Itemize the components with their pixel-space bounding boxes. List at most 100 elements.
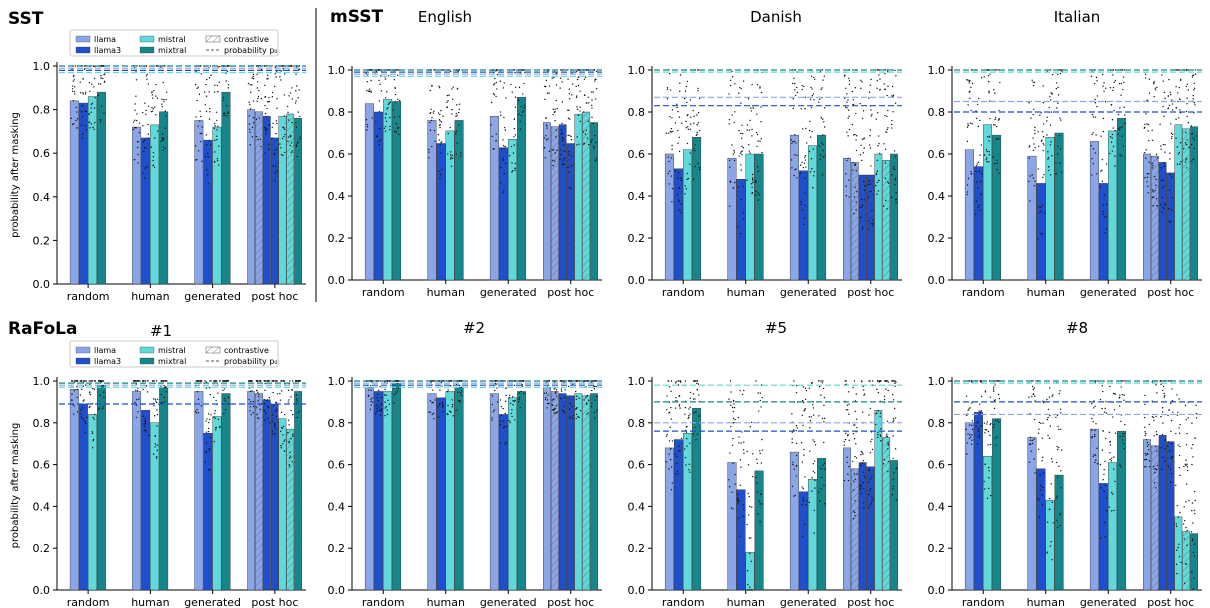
sample-point xyxy=(512,404,514,406)
sample-point xyxy=(1094,380,1097,382)
sample-point xyxy=(992,388,995,390)
sample-point xyxy=(73,389,76,392)
sample-point xyxy=(1191,422,1193,424)
sample-point xyxy=(1028,146,1030,148)
sample-point xyxy=(886,435,889,438)
sample-point xyxy=(493,82,496,85)
sample-point xyxy=(987,75,990,77)
sample-point xyxy=(1111,137,1113,139)
sample-point xyxy=(685,426,687,428)
sample-point xyxy=(256,417,259,419)
sample-point xyxy=(366,129,368,131)
sample-point xyxy=(1042,85,1044,87)
sample-point xyxy=(584,76,587,78)
sample-point xyxy=(450,411,452,413)
sample-point xyxy=(208,77,211,79)
sample-point xyxy=(878,74,880,76)
sample-point xyxy=(1051,559,1053,561)
sample-point xyxy=(822,156,824,158)
sample-point xyxy=(148,137,150,140)
sample-point xyxy=(595,395,597,398)
sample-point xyxy=(822,118,824,120)
sample-point xyxy=(975,425,977,427)
sample-point xyxy=(295,144,298,146)
sample-point xyxy=(205,134,207,136)
sample-point xyxy=(1059,148,1062,150)
sample-point xyxy=(208,107,211,110)
sample-point xyxy=(748,150,750,152)
sample-point xyxy=(1114,393,1116,395)
sample-point xyxy=(733,151,736,153)
sample-point xyxy=(577,416,579,418)
sample-point xyxy=(1186,115,1188,118)
section-label-rafola: RaFoLa xyxy=(8,319,77,339)
x-tick-label: post hoc xyxy=(251,290,298,303)
sample-point xyxy=(596,409,598,412)
sample-point xyxy=(670,157,673,159)
sample-point xyxy=(696,389,698,391)
sample-point xyxy=(1155,415,1157,418)
sample-point xyxy=(82,382,85,384)
sample-point xyxy=(1148,172,1150,175)
sample-point xyxy=(848,179,850,181)
sample-point xyxy=(1090,145,1092,147)
sample-point xyxy=(195,116,197,118)
bar-mistral xyxy=(87,414,97,591)
sample-point xyxy=(740,442,742,444)
sample-point xyxy=(1056,448,1059,451)
sample-point xyxy=(375,405,377,407)
sample-point xyxy=(854,478,857,481)
sample-point xyxy=(1171,388,1173,390)
sample-point xyxy=(1105,412,1108,414)
sample-point xyxy=(283,450,286,452)
sample-point xyxy=(1184,142,1187,144)
sample-point xyxy=(894,177,897,180)
sample-point xyxy=(1093,454,1096,456)
y-tick-label: 0.8 xyxy=(928,106,946,119)
sample-point xyxy=(870,109,872,111)
sample-point xyxy=(877,190,880,192)
x-tick-label: generated xyxy=(480,596,537,608)
sample-point xyxy=(256,413,258,415)
sample-point xyxy=(1091,403,1093,405)
sample-point xyxy=(1056,476,1059,479)
sample-point xyxy=(1105,400,1107,403)
sample-point xyxy=(729,79,732,82)
sample-point xyxy=(678,445,680,447)
sample-point xyxy=(795,429,797,432)
sample-point xyxy=(733,403,735,405)
sample-point xyxy=(1152,164,1154,167)
sample-point xyxy=(163,380,165,382)
sample-point xyxy=(990,422,992,425)
sample-point xyxy=(224,400,227,402)
sample-point xyxy=(216,119,218,122)
sample-point xyxy=(1154,190,1156,192)
sample-point xyxy=(731,491,733,494)
y-tick-label: 0.8 xyxy=(328,106,346,119)
sample-point xyxy=(684,193,686,195)
sample-point xyxy=(1041,437,1043,439)
sample-point xyxy=(863,394,865,396)
bar-llama xyxy=(727,157,737,281)
sample-point xyxy=(669,116,671,118)
sample-point xyxy=(591,116,593,119)
sample-point xyxy=(81,105,84,107)
sample-point xyxy=(1059,408,1062,410)
sample-point xyxy=(205,83,207,86)
sample-point xyxy=(1048,437,1051,439)
sample-point xyxy=(1160,415,1162,418)
sample-point xyxy=(862,226,864,229)
legend-label-p0: probability p₀ xyxy=(224,46,278,55)
bar-mistral xyxy=(745,153,755,281)
sample-point xyxy=(1184,463,1186,466)
sample-point xyxy=(1049,96,1051,98)
sample-point xyxy=(513,69,516,71)
sample-point xyxy=(1056,519,1058,521)
sample-point xyxy=(561,140,564,142)
sample-point xyxy=(572,383,574,385)
sample-point xyxy=(561,132,563,134)
sample-point xyxy=(805,127,807,130)
sample-point xyxy=(88,121,91,123)
sample-point xyxy=(1057,446,1060,449)
